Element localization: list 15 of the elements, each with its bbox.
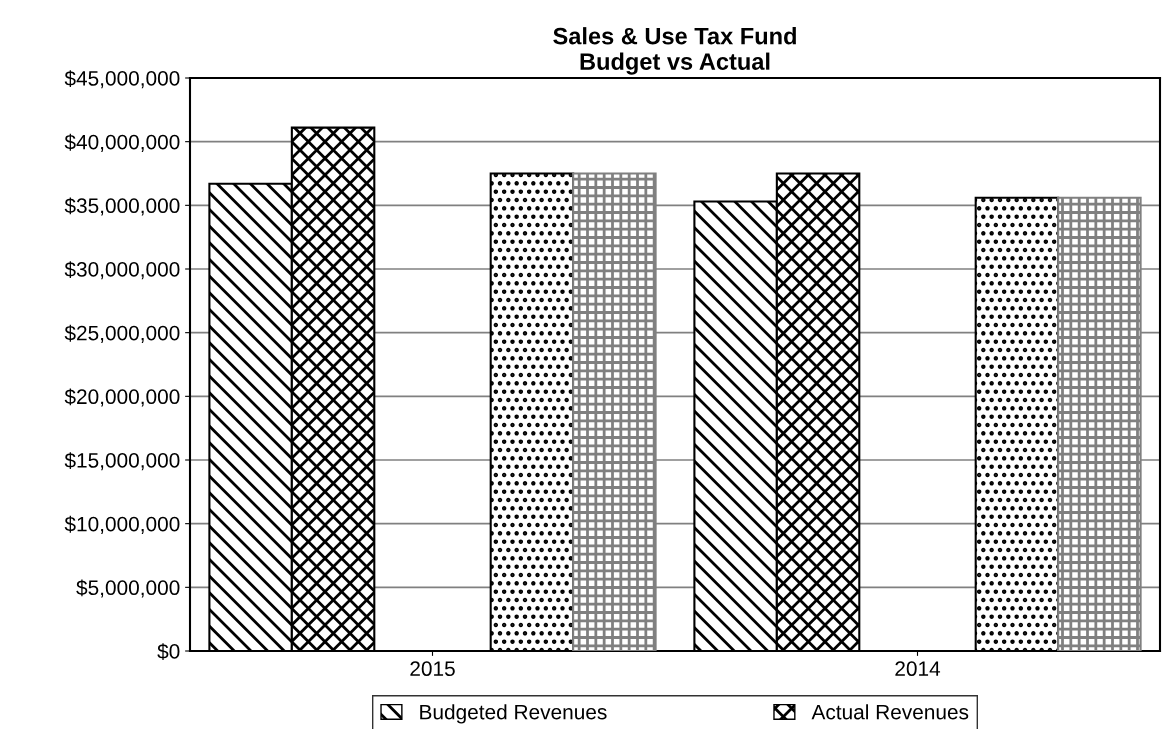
y-tick-label: $35,000,000 xyxy=(64,197,180,216)
y-tick-label: $45,000,000 xyxy=(64,70,180,89)
y-tick-label: $20,000,000 xyxy=(64,388,180,407)
chart-title: Sales & Use Tax Fund Budget vs Actual xyxy=(553,27,796,75)
y-tick-label: $40,000,000 xyxy=(64,133,180,152)
y-tick-label: $25,000,000 xyxy=(64,324,180,343)
legend-label: Actual Revenues xyxy=(811,704,969,720)
y-tick-label: $0 xyxy=(157,643,180,660)
y-tick-label: $30,000,000 xyxy=(64,261,180,280)
x-tick-label: 2015 xyxy=(410,661,455,677)
y-tick-label: $5,000,000 xyxy=(76,579,180,598)
y-tick-label: $15,000,000 xyxy=(64,452,180,471)
x-tick-label: 2014 xyxy=(895,661,941,677)
y-tick-label: $10,000,000 xyxy=(64,515,180,534)
legend-label: Budgeted Revenues xyxy=(420,704,607,724)
